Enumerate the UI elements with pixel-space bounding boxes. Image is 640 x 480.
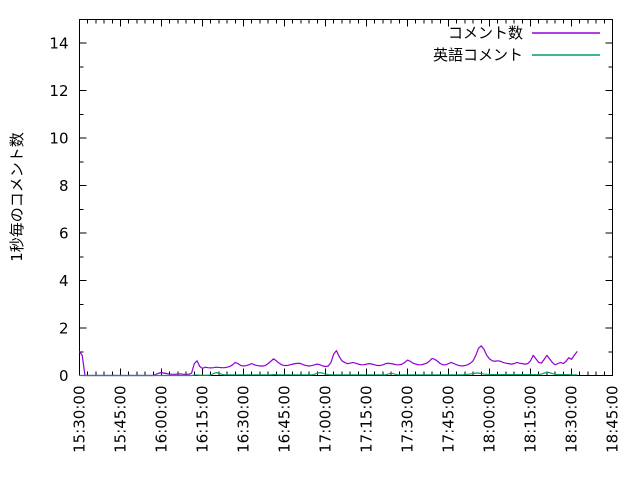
series-line-comments [78, 345, 578, 377]
y-tick-label: 2 [59, 320, 69, 338]
legend-label-comments: コメント数 [448, 24, 523, 42]
x-tick-label: 18:00:00 [481, 386, 499, 453]
x-tick-label: 16:45:00 [276, 386, 294, 453]
y-tick-label: 10 [49, 130, 68, 148]
x-tick-label: 17:15:00 [358, 386, 376, 453]
y-axis-ticks [79, 19, 613, 376]
x-tick-label: 15:30:00 [71, 386, 89, 453]
x-tick-label: 17:45:00 [440, 386, 458, 453]
x-tick-label: 16:00:00 [153, 386, 171, 453]
chart-legend: コメント数 英語コメント [433, 24, 600, 64]
series-line-english-comments [78, 371, 578, 377]
x-tick-label: 17:00:00 [317, 386, 335, 453]
x-tick-label: 16:15:00 [194, 386, 212, 453]
y-axis-tick-labels: 0 2 4 6 8 10 12 14 [49, 35, 68, 385]
y-tick-label: 12 [49, 82, 68, 100]
x-tick-label: 16:30:00 [235, 386, 253, 453]
series-layer [78, 345, 578, 377]
x-axis-ticks [79, 19, 613, 376]
y-tick-label: 0 [59, 367, 69, 385]
y-tick-label: 14 [49, 35, 68, 53]
y-tick-label: 6 [59, 225, 69, 243]
x-tick-label: 17:30:00 [399, 386, 417, 453]
y-tick-label: 8 [59, 177, 69, 195]
x-tick-label: 18:15:00 [522, 386, 540, 453]
x-tick-label: 18:30:00 [563, 386, 581, 453]
x-tick-label: 15:45:00 [112, 386, 130, 453]
y-axis-title-text: 1秒毎のコメント数 [8, 132, 26, 262]
x-tick-label: 18:45:00 [604, 386, 622, 453]
plot-frame [79, 19, 613, 376]
legend-label-english-comments: 英語コメント [433, 46, 523, 64]
x-axis-tick-labels: 15:30:00 15:45:00 16:00:00 16:15:00 16:30:00… [71, 386, 622, 453]
y-tick-label: 4 [59, 272, 69, 290]
y-axis-title: 1秒毎のコメント数 [8, 132, 26, 262]
